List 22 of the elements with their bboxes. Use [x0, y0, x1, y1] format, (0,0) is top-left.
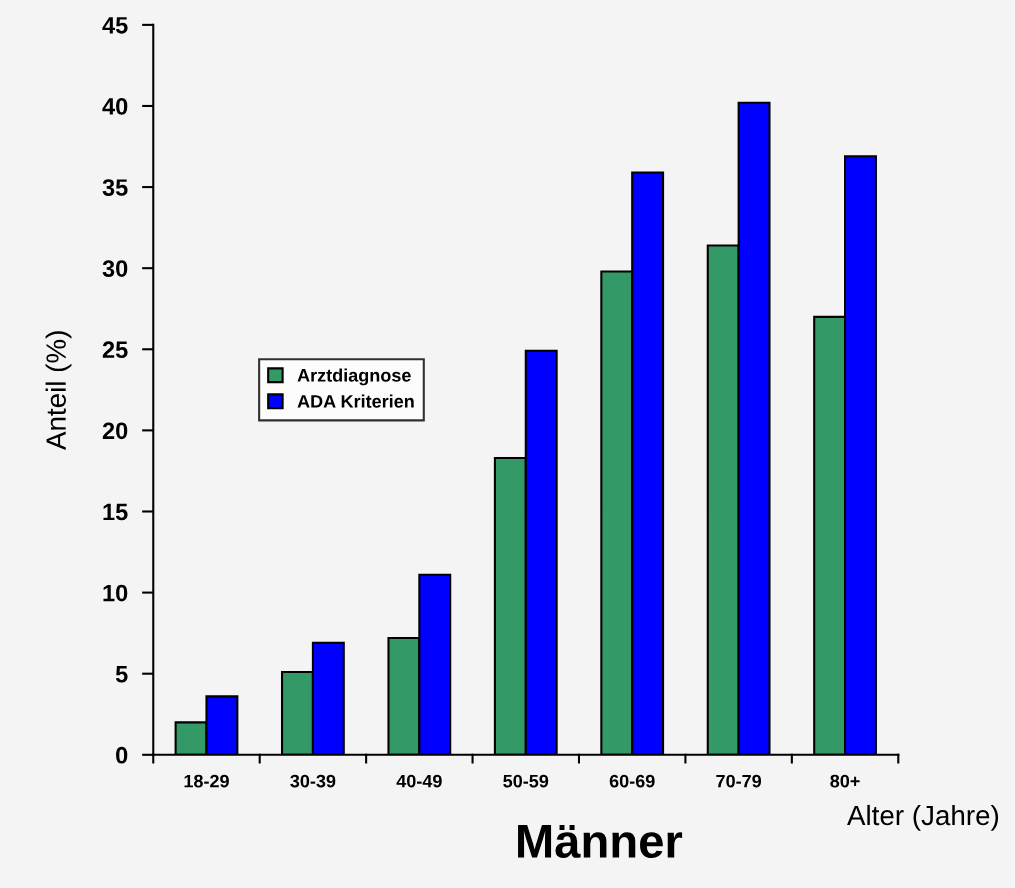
y-tick-label: 30 [102, 260, 128, 277]
y-tick-label: 25 [102, 341, 128, 359]
y-axis-title: Anteil (%) [45, 331, 72, 450]
x-tick-label: 50-59 [503, 774, 549, 788]
legend-label: ADA Kriterien [297, 394, 414, 408]
y-tick-label: 0 [116, 746, 128, 764]
y-tick-label: 20 [102, 422, 128, 440]
text: Männer [518, 824, 683, 859]
x-tick-label: 70-79 [716, 774, 762, 788]
y-tick-label: 15 [103, 503, 128, 521]
y-tick-label: 5 [115, 666, 128, 683]
y-tick-label: 40 [102, 98, 128, 115]
x-tick-label: 18-29 [184, 774, 229, 788]
y-tick-label: 35 [102, 179, 128, 196]
x-tick-label: 40-49 [396, 774, 442, 788]
x-tick-label: 80+ [830, 774, 860, 788]
legend-label: Arztdiagnose [297, 368, 411, 386]
x-axis-title: Alter (Jahre) [847, 804, 999, 831]
y-tick-label: 10 [103, 584, 128, 602]
y-tick-label: 45 [102, 17, 128, 34]
x-tick-label: 60-69 [609, 774, 655, 788]
x-tick-label: 30-39 [290, 774, 336, 788]
